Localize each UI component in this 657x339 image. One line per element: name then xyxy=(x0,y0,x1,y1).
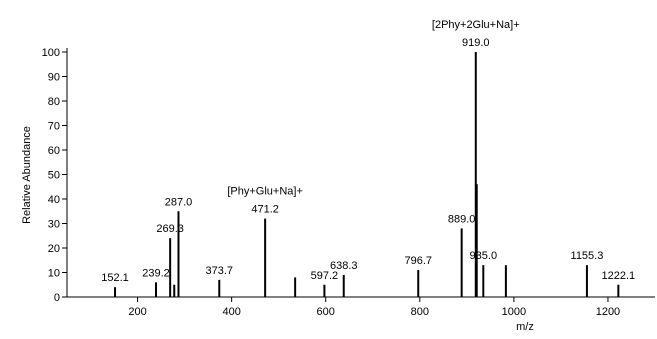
y-axis-label: Relative Abundance xyxy=(21,126,33,224)
y-tick-label: 60 xyxy=(48,145,60,157)
y-tick-label: 30 xyxy=(48,219,60,231)
peak-label: 239.2 xyxy=(142,267,170,279)
y-tick-label: 50 xyxy=(48,170,60,182)
annotation: [Phy+Glu+Na]+ xyxy=(227,186,303,198)
peak-label: 935.0 xyxy=(470,250,498,262)
y-tick-label: 20 xyxy=(48,243,60,255)
peak-label: 471.2 xyxy=(251,204,279,216)
x-tick-label: 800 xyxy=(411,306,429,318)
y-tick-label: 80 xyxy=(48,96,60,108)
y-tick-label: 90 xyxy=(48,72,60,84)
peak-label: 638.3 xyxy=(330,260,358,272)
x-tick-label: 1000 xyxy=(502,306,526,318)
peak-label: 287.0 xyxy=(165,196,193,208)
peak-label: 919.0 xyxy=(462,37,490,49)
y-tick-label: 0 xyxy=(54,292,60,304)
y-tick-label: 100 xyxy=(42,47,60,59)
x-axis-label: m/z xyxy=(516,321,534,333)
x-tick-label: 200 xyxy=(128,306,146,318)
peak-label: 597.2 xyxy=(311,270,339,282)
y-tick-label: 70 xyxy=(48,121,60,133)
peak-label: 796.7 xyxy=(404,255,432,267)
peak-label: 1155.3 xyxy=(571,250,604,262)
peak-label: 889.0 xyxy=(448,213,476,225)
x-tick-label: 1200 xyxy=(596,306,620,318)
y-tick-label: 10 xyxy=(48,268,60,280)
x-tick-label: 400 xyxy=(222,306,240,318)
peak-label: 269.3 xyxy=(156,223,184,235)
annotation: [2Phy+2Glu+Na]+ xyxy=(432,19,520,31)
x-tick-label: 600 xyxy=(317,306,335,318)
peak-label: 1222.1 xyxy=(602,270,636,282)
peak-label: 373.7 xyxy=(206,265,234,277)
y-tick-label: 40 xyxy=(48,194,60,206)
peak-label: 152.1 xyxy=(101,272,129,284)
